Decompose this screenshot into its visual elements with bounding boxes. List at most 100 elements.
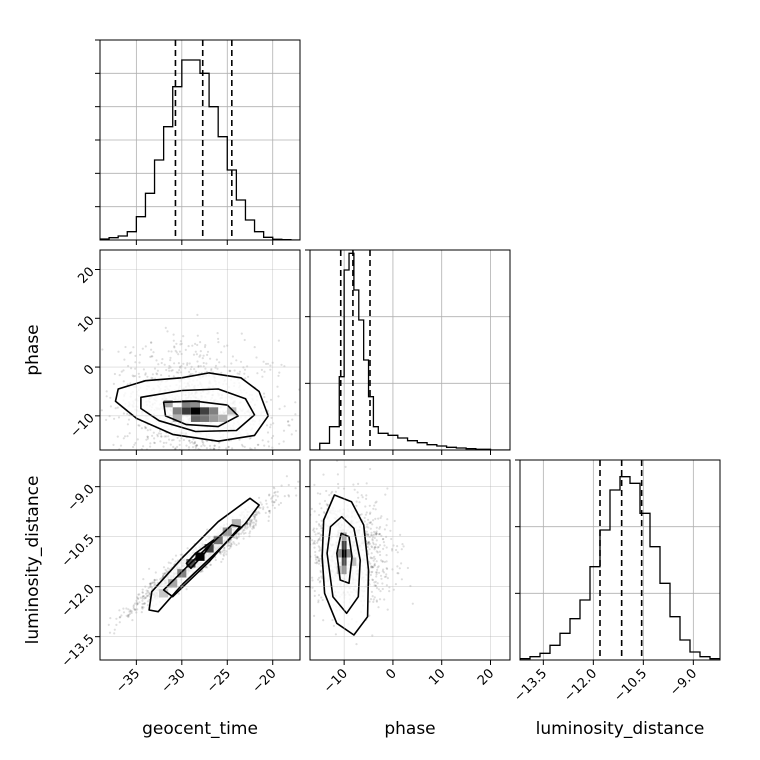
scatter-point (137, 372, 140, 375)
scatter-point (238, 438, 241, 441)
scatter-point (295, 528, 297, 530)
scatter-point (175, 342, 178, 345)
scatter-point (172, 438, 175, 441)
scatter-point (272, 501, 275, 504)
scatter-point (385, 560, 388, 563)
scatter-point (274, 494, 277, 497)
scatter-point (146, 600, 149, 603)
scatter-point (169, 366, 172, 369)
scatter-point (380, 577, 383, 580)
scatter-point (202, 361, 205, 365)
scatter-point (182, 362, 185, 365)
scatter-point (141, 595, 144, 599)
scatter-point (231, 355, 234, 358)
scatter-point (162, 566, 166, 569)
scatter-point (149, 582, 152, 585)
scatter-point (313, 546, 316, 549)
scatter-point (257, 510, 260, 513)
scatter-point (373, 546, 376, 550)
scatter-point (295, 529, 297, 531)
scatter-point (130, 611, 133, 615)
scatter-point (156, 369, 159, 372)
scatter-point (311, 579, 314, 582)
scatter-point (175, 371, 178, 374)
scatter-point (142, 606, 145, 609)
scatter-point (215, 358, 218, 361)
scatter-point (382, 537, 385, 541)
scatter-point (374, 580, 377, 583)
scatter-point (107, 451, 109, 453)
scatter-point (179, 553, 182, 556)
scatter-point (365, 525, 368, 528)
scatter-point (280, 484, 283, 487)
scatter-point (133, 443, 136, 446)
scatter-point (300, 557, 302, 559)
scatter-point (374, 517, 377, 521)
scatter-point (266, 362, 270, 365)
scatter-point (222, 549, 225, 552)
scatter-point (218, 361, 221, 364)
scatter-point (287, 420, 290, 423)
scatter-point (157, 363, 160, 366)
scatter-point (361, 496, 364, 499)
scatter-point (132, 467, 134, 469)
scatter-point (159, 432, 163, 435)
scatter-point (219, 451, 221, 453)
scatter-point (184, 367, 187, 370)
hist-step-phase (310, 252, 510, 450)
scatter-point (372, 543, 375, 546)
scatter-point (217, 337, 220, 340)
scatter-point (375, 526, 378, 529)
scatter-point (151, 581, 154, 585)
joint-panel-phase-luminosity_distance (286, 459, 511, 665)
scatter-point (313, 530, 316, 534)
scatter-point (172, 375, 175, 378)
scatter-point (286, 548, 288, 550)
scatter-point (125, 614, 128, 617)
scatter-point (337, 482, 340, 486)
scatter-point (193, 441, 196, 444)
scatter-point (163, 363, 166, 366)
scatter-point (290, 433, 293, 436)
scatter-point (196, 343, 199, 347)
scatter-point (157, 432, 161, 435)
scatter-point (127, 613, 130, 617)
scatter-point (157, 453, 159, 455)
scatter-point (120, 370, 123, 373)
scatter-point (376, 566, 379, 569)
scatter-point (170, 350, 173, 353)
scatter-point (385, 554, 388, 557)
scatter-point (105, 395, 108, 398)
scatter-point (406, 566, 409, 570)
scatter-point (316, 539, 319, 543)
scatter-point (314, 554, 317, 557)
scatter-point (290, 558, 292, 560)
scatter-point (254, 522, 257, 525)
scatter-point (325, 489, 328, 493)
scatter-point (268, 481, 270, 483)
scatter-point (294, 521, 296, 523)
scatter-point (312, 542, 315, 545)
scatter-point (402, 545, 405, 548)
scatter-point (196, 360, 199, 363)
density-cell (172, 414, 182, 422)
scatter-point (209, 474, 211, 476)
scatter-point (372, 559, 375, 562)
scatter-point (166, 567, 170, 570)
scatter-point (186, 462, 188, 464)
scatter-point (270, 416, 273, 419)
scatter-point (126, 412, 129, 415)
scatter-point (267, 471, 269, 473)
x-tick-label: −10 (321, 666, 351, 696)
scatter-point (242, 532, 245, 535)
scatter-point (375, 573, 378, 576)
scatter-point (242, 366, 245, 369)
scatter-point (195, 353, 198, 356)
scatter-point (217, 455, 219, 457)
scatter-point (283, 365, 286, 368)
scatter-point (163, 435, 166, 438)
scatter-point (367, 526, 370, 529)
scatter-point (253, 517, 256, 520)
scatter-point (377, 606, 380, 609)
scatter-point (144, 427, 147, 430)
